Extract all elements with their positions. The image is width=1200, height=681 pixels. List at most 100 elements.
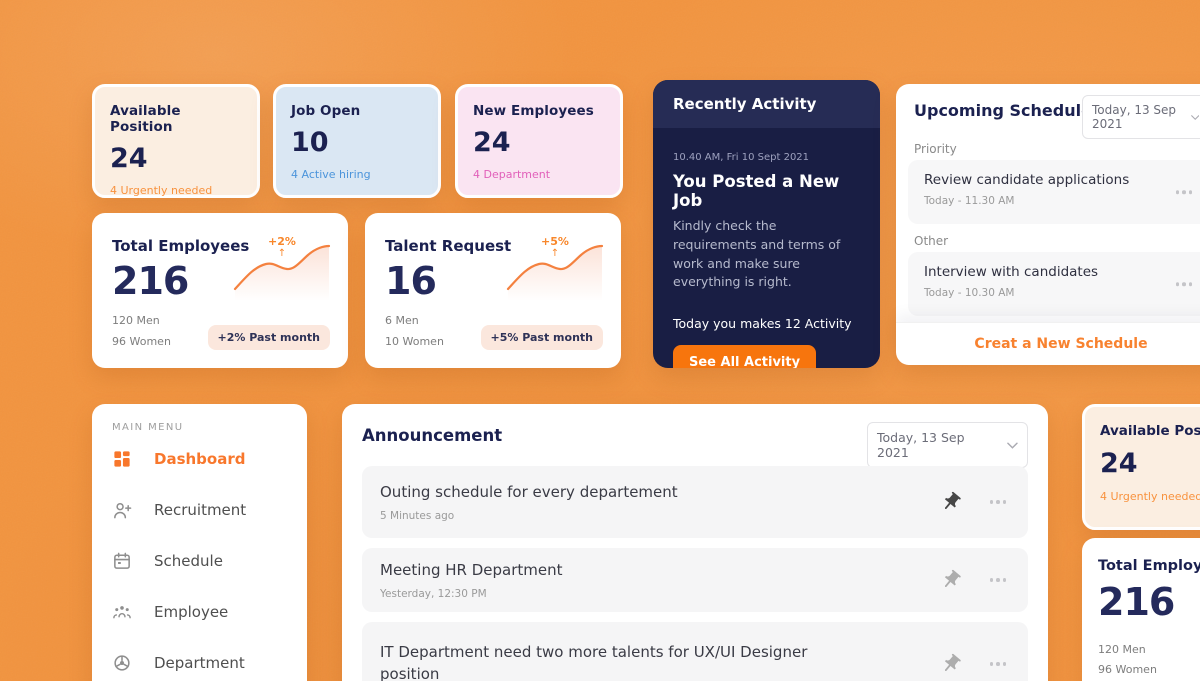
chevron-down-icon — [1190, 114, 1199, 120]
schedule-footer: Creat a New Schedule — [896, 322, 1200, 365]
announcement-item-time: 5 Minutes ago — [380, 510, 455, 523]
trend-sparkline-chart: +2% ↑ — [232, 235, 332, 301]
schedule-date-filter[interactable]: Today, 13 Sep 2021 — [1082, 95, 1200, 139]
stat-value: 24 — [473, 127, 511, 158]
stat-caption: 4 Active hiring — [291, 168, 371, 181]
metric-card-total-employees-right: Total Employees 216 120 Men 96 Women — [1082, 538, 1200, 681]
stat-caption: 4 Department — [473, 168, 551, 181]
stat-title: Job Open — [291, 103, 361, 119]
sidebar-item-label: Dashboard — [154, 450, 246, 468]
pin-icon[interactable] — [940, 491, 962, 513]
men-count: 120 Men — [112, 314, 160, 328]
activity-headline: You Posted a New Job — [673, 172, 840, 210]
metric-card-talent-request: Talent Request 16 +5% ↑ 6 Men 10 Women +… — [365, 213, 621, 368]
schedule-item-time: Today - 10.30 AM — [924, 287, 1015, 299]
women-count: 96 Women — [112, 334, 171, 348]
card-header: Recently Activity — [653, 80, 880, 128]
recruitment-icon — [114, 502, 132, 519]
metric-value: 16 — [385, 259, 437, 303]
see-all-activity-button[interactable]: See All Activity — [673, 345, 817, 368]
schedule-item-time: Today - 11.30 AM — [924, 195, 1015, 207]
trend-label: +5% ↑ — [541, 235, 569, 260]
stat-value: 24 — [1100, 448, 1138, 479]
sparkline-icon — [233, 244, 331, 301]
up-arrow-icon: ↑ — [550, 248, 560, 260]
trend-label: +2% ↑ — [268, 235, 296, 260]
announcement-item[interactable]: Meeting HR Department Yesterday, 12:30 P… — [362, 548, 1028, 612]
activity-body: 10.40 AM, Fri 10 Sept 2021 You Posted a … — [653, 128, 880, 368]
stat-card-job-open: Job Open 10 4 Active hiring — [273, 84, 441, 198]
metric-title: Total Employees — [1098, 558, 1200, 574]
metric-value: 216 — [112, 259, 189, 303]
schedule-group-label: Priority — [914, 142, 957, 156]
card-title: Announcement — [362, 426, 503, 445]
metric-title: Talent Request — [385, 237, 512, 255]
recently-activity-card: Recently Activity 10.40 AM, Fri 10 Sept … — [653, 80, 880, 368]
chevron-down-icon — [1007, 442, 1018, 449]
pin-icon[interactable] — [940, 653, 962, 675]
sidebar-item-label: Employee — [154, 603, 229, 621]
activity-summary: Today you makes 12 Activity — [673, 316, 852, 331]
women-count: 96 Women — [1098, 663, 1157, 677]
sidebar-item-label: Recruitment — [154, 501, 247, 519]
stat-card-new-employees: New Employees 24 4 Department — [455, 84, 623, 198]
announcement-item[interactable]: IT Department need two more talents for … — [362, 622, 1028, 681]
men-count: 6 Men — [385, 314, 419, 328]
sidebar-item-employee[interactable]: Employee — [112, 587, 287, 637]
trend-sparkline-chart: +5% ↑ — [505, 235, 605, 301]
sidebar-item-recruitment[interactable]: Recruitment — [112, 485, 287, 535]
stat-card-available-position: Available Position 24 4 Urgently needed — [92, 84, 260, 198]
announcement-item-title: IT Department need two more talents for … — [380, 643, 808, 681]
employee-icon — [113, 606, 131, 619]
more-options-icon[interactable] — [1175, 282, 1192, 286]
more-options-icon[interactable] — [989, 662, 1006, 666]
activity-description: Kindly check the requirements and terms … — [673, 218, 841, 290]
menu-section-label: MAIN MENU — [112, 422, 184, 433]
stat-value: 24 — [110, 143, 148, 174]
gender-breakdown: 120 Men 96 Women — [1098, 640, 1200, 681]
sidebar-item-dashboard[interactable]: Dashboard — [112, 434, 287, 484]
gender-breakdown: 120 Men 96 Women — [112, 311, 171, 352]
sparkline-icon — [506, 244, 604, 301]
stat-title: Available Position — [1100, 423, 1200, 439]
sidebar-item-schedule[interactable]: Schedule — [112, 536, 287, 586]
announcement-item-title: Meeting HR Department — [380, 560, 563, 579]
announcement-card: Announcement Today, 13 Sep 2021 Outing s… — [342, 404, 1048, 681]
stat-caption: 4 Urgently needed — [110, 184, 213, 197]
schedule-item-title: Interview with candidates — [924, 264, 1099, 280]
card-title: Recently Activity — [673, 95, 817, 113]
men-count: 120 Men — [1098, 643, 1146, 656]
dashboard-icon — [114, 451, 130, 467]
activity-timestamp: 10.40 AM, Fri 10 Sept 2021 — [673, 152, 810, 163]
stat-title: Available Position — [110, 103, 181, 135]
stat-caption: 4 Urgently needed — [1100, 490, 1200, 503]
stat-card-available-position-right: Available Position 24 4 Urgently needed — [1082, 404, 1200, 530]
schedule-item[interactable]: Interview with candidates Today - 10.30 … — [908, 252, 1200, 316]
pin-icon[interactable] — [940, 569, 962, 591]
schedule-item[interactable]: Review candidate applications Today - 11… — [908, 160, 1200, 224]
schedule-group-label: Other — [914, 234, 949, 248]
schedule-icon — [114, 552, 130, 569]
create-new-schedule-link[interactable]: Creat a New Schedule — [974, 336, 1148, 352]
department-icon — [114, 655, 130, 671]
schedule-item-title: Review candidate applications — [924, 172, 1130, 188]
upcoming-schedule-card: Upcoming Schedule Today, 13 Sep 2021 Pri… — [896, 84, 1200, 365]
women-count: 10 Women — [385, 334, 444, 348]
past-month-badge: +5% Past month — [480, 325, 603, 350]
up-arrow-icon: ↑ — [277, 248, 287, 260]
announcement-item-time: Yesterday, 12:30 PM — [380, 588, 487, 601]
announcement-item[interactable]: Outing schedule for every departement 5 … — [362, 466, 1028, 538]
more-options-icon[interactable] — [989, 578, 1006, 582]
gender-breakdown: 6 Men 10 Women — [385, 311, 444, 352]
card-title: Upcoming Schedule — [914, 101, 1092, 120]
main-menu-sidebar: MAIN MENU Dashboard Recruitment — [92, 404, 307, 681]
stat-title: New Employees — [473, 103, 594, 119]
sidebar-item-department[interactable]: Department — [112, 638, 287, 681]
announcement-date-filter[interactable]: Today, 13 Sep 2021 — [867, 422, 1028, 468]
more-options-icon[interactable] — [989, 500, 1006, 504]
sidebar-item-label: Department — [154, 654, 245, 672]
more-options-icon[interactable] — [1175, 190, 1192, 194]
past-month-badge: +2% Past month — [207, 325, 330, 350]
sidebar-item-label: Schedule — [154, 552, 223, 570]
